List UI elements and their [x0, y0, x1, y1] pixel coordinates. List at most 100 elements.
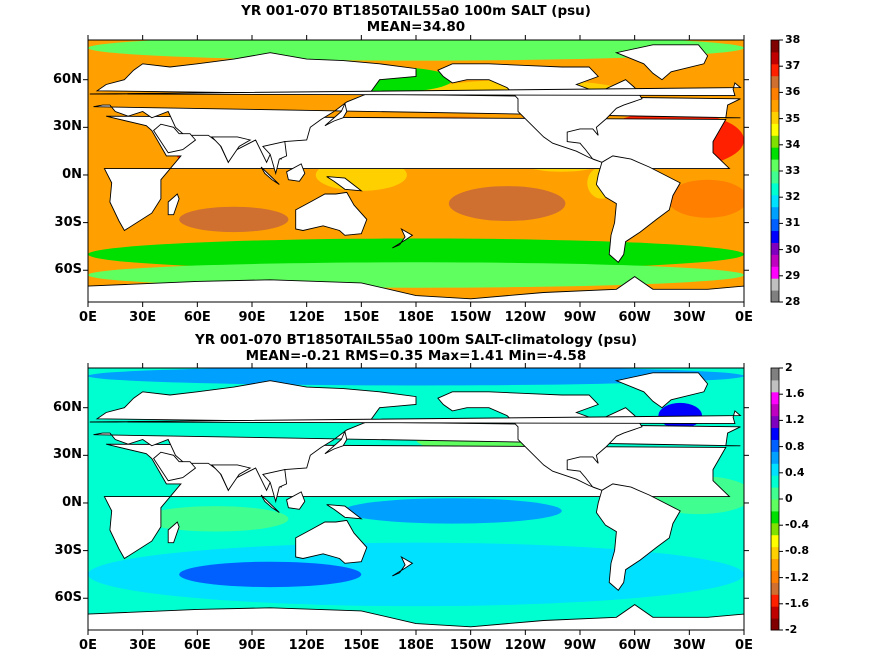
colorbar-label: 1.6	[785, 387, 805, 401]
land-eurasia	[93, 380, 741, 492]
colorbar-swatch	[771, 63, 779, 77]
land-australia	[295, 191, 368, 236]
colorbar-label: 34	[785, 137, 801, 151]
x-tick-label: 90E	[238, 310, 266, 325]
land-eurasia	[93, 52, 741, 164]
x-tick-label: 120W	[504, 638, 547, 653]
colorbar-label: 35	[785, 111, 801, 125]
land-antarctica	[88, 604, 744, 630]
x-tick-label: 60W	[618, 310, 651, 325]
y-tick-label: 30N	[53, 447, 82, 463]
colorbar-swatch	[771, 182, 779, 196]
colorbar-swatch	[771, 171, 779, 184]
land-australia	[295, 519, 368, 564]
x-tick-label: 150W	[449, 638, 492, 653]
colorbar-label: 37	[785, 59, 801, 73]
land-sumatra	[260, 166, 280, 185]
x-tick-label: 90W	[563, 638, 597, 653]
salinity-contour-3	[448, 186, 566, 222]
land-sumatra	[260, 494, 280, 513]
colorbar-swatch	[771, 427, 779, 440]
colorbar-swatch	[771, 147, 779, 160]
colorbar-label: 38	[785, 33, 801, 46]
colorbar-swatch	[771, 618, 779, 631]
colorbar-swatch	[771, 475, 779, 488]
x-tick-label: 30W	[673, 638, 706, 653]
colorbar-swatch	[771, 51, 779, 65]
salinity-field-2	[88, 368, 744, 630]
colorbar-label: -0.4	[785, 518, 810, 532]
colorbar-swatch	[771, 368, 779, 381]
colorbar-swatch	[771, 40, 779, 53]
colorbar-swatch	[771, 379, 779, 393]
y-tick-label: 30N	[53, 119, 82, 135]
land-arabia	[153, 123, 197, 154]
salinity-contour-10	[88, 238, 744, 271]
y-tick-label: 30S	[54, 214, 82, 230]
x-tick-label: 0E	[79, 638, 97, 653]
colorbar-swatch	[771, 594, 779, 607]
colorbar-swatch	[771, 75, 779, 89]
colorbar-swatch	[771, 487, 779, 500]
land-madagascar	[167, 193, 180, 216]
colorbar-label: 33	[785, 164, 801, 177]
land-n_america	[437, 391, 643, 491]
colorbar-swatch	[771, 254, 779, 267]
chart-title-1: YR 001-070 BT1850TAIL55a0 100m SALT (psu…	[241, 3, 591, 19]
colorbar-label: 30	[785, 242, 801, 256]
colorbar-swatch	[771, 546, 779, 560]
salinity-contour-7	[88, 368, 744, 386]
x-tick-label: 180E	[397, 638, 435, 653]
colorbar-label: 28	[785, 295, 801, 308]
colorbar-label: -2	[785, 623, 798, 636]
map-panel-1	[83, 35, 783, 307]
land-greenland	[614, 372, 709, 409]
land-s_america	[595, 155, 681, 263]
x-tick-label: 60E	[183, 638, 211, 653]
colorbar-swatch	[771, 451, 779, 464]
colorbar-swatch	[771, 242, 779, 255]
colorbar-swatch	[771, 99, 779, 112]
x-tick-label: 0E	[735, 638, 753, 653]
y-tick-label: 0N	[62, 494, 82, 510]
land-india	[210, 136, 252, 164]
land-uk	[89, 410, 742, 425]
colorbar-swatch	[771, 266, 779, 279]
y-tick-label: 30S	[54, 542, 82, 558]
land-se_asia	[262, 469, 288, 504]
land-n_america	[437, 63, 643, 163]
salinity-contour-4	[179, 206, 289, 233]
x-tick-label: 150E	[343, 310, 380, 325]
salinity-contour-1	[343, 498, 562, 524]
y-tick-label: 60S	[54, 590, 82, 606]
colorbar-swatch	[771, 439, 779, 452]
salinity-contour-6	[179, 561, 362, 588]
colorbar-label: 0.8	[785, 439, 805, 453]
x-tick-label: 120W	[504, 310, 547, 325]
colorbar-label: -1.2	[785, 570, 810, 584]
salinity-field-1	[88, 40, 744, 302]
colorbar-swatch	[771, 403, 779, 417]
colorbar-swatch	[771, 159, 779, 172]
y-tick-label: 60N	[53, 71, 82, 87]
colorbar-swatch	[771, 582, 779, 595]
land-se_asia	[262, 141, 288, 176]
land-new_guinea	[326, 504, 363, 520]
colorbar-label: 0.4	[785, 465, 805, 479]
salinity-contour-0	[88, 542, 744, 607]
colorbar-swatch	[771, 391, 779, 405]
x-tick-label: 60E	[183, 310, 211, 325]
y-tick-label: 60N	[53, 399, 82, 415]
colorbar-label: 31	[785, 216, 801, 230]
x-tick-label: 30W	[673, 310, 706, 325]
colorbar-label: -1.6	[785, 596, 810, 610]
colorbar-swatch	[771, 415, 779, 429]
colorbar-swatch	[771, 606, 779, 619]
x-tick-label: 0E	[79, 310, 97, 325]
land-antarctica	[88, 276, 744, 302]
x-tick-label: 90E	[238, 638, 266, 653]
x-tick-label: 60W	[618, 638, 651, 653]
colorbar-swatch	[771, 111, 779, 124]
x-tick-label: 30E	[129, 310, 157, 325]
